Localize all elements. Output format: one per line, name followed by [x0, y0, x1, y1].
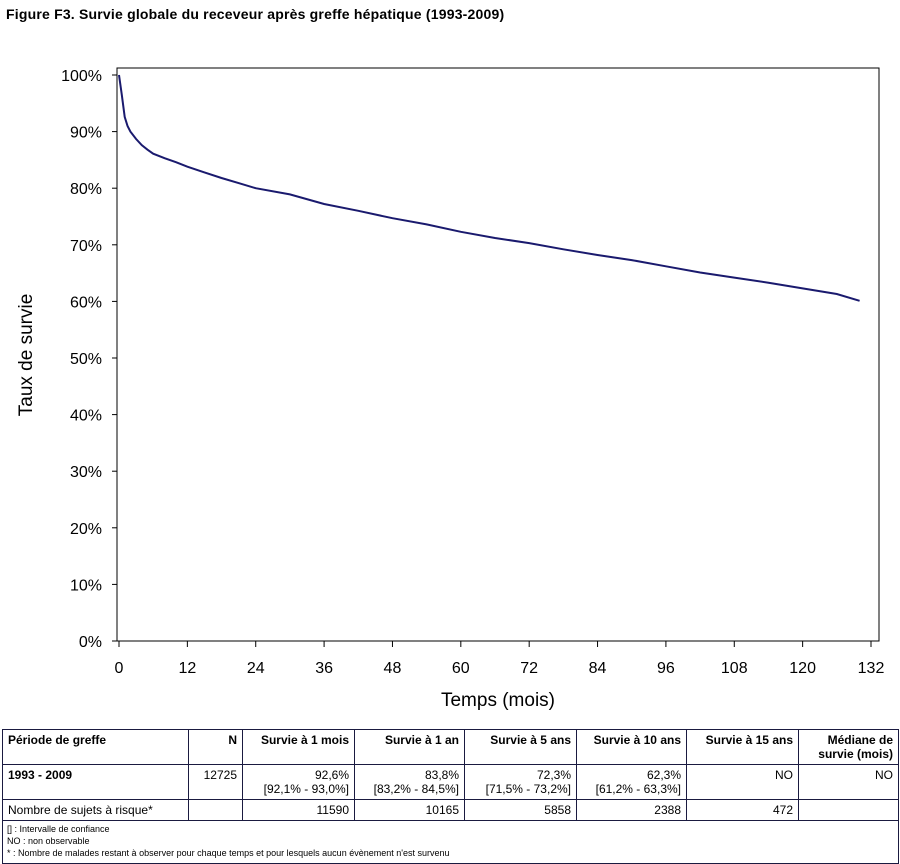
at-risk-1-year: 10165: [354, 799, 465, 821]
header-cell: Survie à 1 an: [354, 729, 465, 765]
confidence-interval: [83,2% - 84,5%]: [373, 782, 459, 796]
x-axis-ticks: 0 12 24 36 48 60 72 84 96 108 120 132: [115, 641, 885, 677]
x-tick-label: 132: [858, 660, 885, 677]
table-header-row: Période de greffe N Survie à 1 mois Surv…: [2, 729, 899, 765]
x-tick-label: 120: [789, 660, 816, 677]
y-tick-label: 0%: [79, 634, 102, 651]
confidence-interval: [71,5% - 73,2%]: [485, 782, 571, 796]
at-risk-5-years: 5858: [464, 799, 577, 821]
y-tick-label: 40%: [70, 408, 102, 425]
survival-value: 92,6%: [314, 768, 349, 782]
table-row-period: 1993 - 2009 12725 92,6% [92,1% - 93,0%] …: [2, 764, 899, 800]
at-risk-15-years: 472: [686, 799, 799, 821]
count-n: 12725: [188, 764, 243, 800]
x-axis-title: Temps (mois): [441, 690, 555, 711]
empty-cell: [798, 799, 899, 821]
header-cell: Survie à 5 ans: [464, 729, 577, 765]
survival-1-month: 92,6% [92,1% - 93,0%]: [242, 764, 355, 800]
y-tick-label: 90%: [70, 125, 102, 142]
x-tick-label: 72: [520, 660, 538, 677]
survival-5-years: 72,3% [71,5% - 73,2%]: [464, 764, 577, 800]
y-tick-label: 10%: [70, 577, 102, 594]
median-survival: NO: [798, 764, 899, 800]
y-tick-label: 20%: [70, 521, 102, 538]
y-tick-label: 80%: [70, 181, 102, 198]
survival-chart: 0% 10% 20% 30% 40% 50% 60% 70% 80% 90% 100% 0 12 24 3…: [16, 67, 885, 711]
table-notes-row: [] : Intervalle de confiance NO : non ob…: [2, 820, 899, 864]
survival-value: 83,8%: [424, 768, 459, 782]
y-tick-label: 30%: [70, 464, 102, 481]
y-tick-label: 50%: [70, 351, 102, 368]
y-tick-label: 60%: [70, 294, 102, 311]
survival-value: 72,3%: [536, 768, 571, 782]
period-label: 1993 - 2009: [2, 764, 189, 800]
header-cell: Survie à 15 ans: [686, 729, 799, 765]
survival-1-year: 83,8% [83,2% - 84,5%]: [354, 764, 465, 800]
at-risk-1-month: 11590: [242, 799, 355, 821]
x-tick-label: 48: [384, 660, 402, 677]
header-cell: Survie à 1 mois: [242, 729, 355, 765]
empty-cell: [188, 799, 243, 821]
confidence-interval: [92,1% - 93,0%]: [263, 782, 349, 796]
x-tick-label: 96: [657, 660, 675, 677]
survival-10-years: 62,3% [61,2% - 63,3%]: [576, 764, 687, 800]
survival-value: 62,3%: [646, 768, 681, 782]
x-tick-label: 0: [115, 660, 124, 677]
x-tick-label: 84: [589, 660, 607, 677]
x-tick-label: 12: [178, 660, 196, 677]
confidence-interval: [61,2% - 63,3%]: [595, 782, 681, 796]
x-tick-label: 108: [721, 660, 748, 677]
survival-curve: [118, 74, 860, 302]
survival-summary-table: Période de greffe N Survie à 1 mois Surv…: [2, 729, 899, 864]
survival-15-years: NO: [686, 764, 799, 800]
note-line: [] : Intervalle de confiance: [7, 824, 110, 834]
note-line: NO : non observable: [7, 836, 90, 846]
header-cell: Médiane de survie (mois): [798, 729, 899, 765]
x-tick-label: 60: [452, 660, 470, 677]
header-cell: Survie à 10 ans: [576, 729, 687, 765]
note-line: * : Nombre de malades restant à observer…: [7, 848, 450, 858]
plot-frame: [116, 67, 880, 642]
header-cell: N: [188, 729, 243, 765]
figure-title: Figure F3. Survie globale du receveur ap…: [6, 6, 505, 22]
y-tick-label: 100%: [61, 68, 102, 85]
table-row-at-risk: Nombre de sujets à risque* 11590 10165 5…: [2, 799, 899, 821]
y-axis-title: Taux de survie: [16, 294, 37, 417]
header-cell: Période de greffe: [2, 729, 189, 765]
x-tick-label: 36: [315, 660, 333, 677]
x-tick-label: 24: [247, 660, 265, 677]
at-risk-label: Nombre de sujets à risque*: [2, 799, 189, 821]
y-tick-label: 70%: [70, 238, 102, 255]
y-axis-ticks: 0% 10% 20% 30% 40% 50% 60% 70% 80% 90% 100%: [61, 68, 117, 651]
table-notes: [] : Intervalle de confiance NO : non ob…: [2, 820, 899, 864]
at-risk-10-years: 2388: [576, 799, 687, 821]
